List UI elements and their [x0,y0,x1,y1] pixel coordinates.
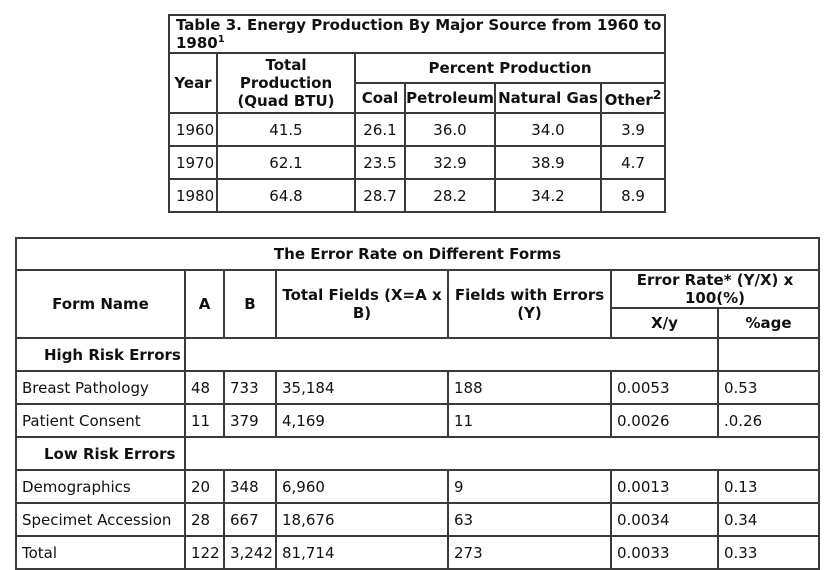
col-header-natural-gas: Natural Gas [494,82,602,114]
table-row: 1970 62.1 23.5 32.9 38.9 4.7 [168,145,667,180]
cell-percentage: 0.34 [717,502,820,537]
other-footnote-marker: 2 [652,87,662,102]
col-header-year: Year [168,52,218,114]
col-header-form-name: Form Name [15,269,186,339]
cell-xy: 0.0053 [610,370,719,405]
cell-fields-with-errors: 11 [447,403,612,438]
cell-xy: 0.0026 [610,403,719,438]
col-header-b: B [223,269,277,339]
title-footnote-marker: 1 [217,34,225,45]
cell-percentage: .0.26 [717,403,820,438]
cell-b: 379 [223,403,277,438]
section-spacer [184,337,719,372]
cell-other: 3.9 [599,112,667,147]
cell-percentage: 0.13 [717,469,820,504]
cell-b: 733 [223,370,277,405]
cell-total-fields: 4,169 [275,403,449,438]
cell-form-name: Breast Pathology [15,370,186,405]
table-row: 1960 41.5 26.1 36.0 34.0 3.9 [168,112,667,147]
cell-xy: 0.0034 [610,502,719,537]
cell-other: 8.9 [599,178,667,213]
cell-total-fields: 81,714 [275,535,449,570]
section-spacer [717,337,820,372]
cell-other: 4.7 [599,145,667,180]
table-row: Specimet Accession 28 667 18,676 63 0.00… [15,502,820,537]
cell-percentage: 0.33 [717,535,820,570]
cell-total: 41.5 [216,112,356,147]
col-header-error-rate: Error Rate* (Y/X) x 100(%) [610,269,820,309]
col-header-fields-with-errors: Fields with Errors (Y) [447,269,612,339]
cell-a: 11 [184,403,225,438]
cell-a: 20 [184,469,225,504]
cell-b: 348 [223,469,277,504]
cell-total-fields: 35,184 [275,370,449,405]
cell-petroleum: 36.0 [404,112,496,147]
error-rate-table: The Error Rate on Different Forms Form N… [15,237,820,570]
section-row: Low Risk Errors [15,436,820,471]
col-header-percent-production: Percent Production [353,52,667,84]
col-header-total-fields: Total Fields (X=A x B) [275,269,449,339]
table-title: Table 3. Energy Production By Major Sour… [167,14,667,54]
section-row: High Risk Errors [15,337,820,372]
cell-fields-with-errors: 63 [447,502,612,537]
section-header-low-risk: Low Risk Errors [15,436,186,471]
cell-total-fields: 18,676 [275,502,449,537]
cell-fields-with-errors: 273 [447,535,612,570]
cell-petroleum: 32.9 [404,145,496,180]
col-header-total-line1: Total Production [239,56,333,92]
cell-form-name: Total [15,535,186,570]
cell-form-name: Demographics [15,469,186,504]
table-row: Breast Pathology 48 733 35,184 188 0.005… [15,370,820,405]
cell-xy: 0.0033 [610,535,719,570]
cell-a: 28 [184,502,225,537]
cell-b: 667 [223,502,277,537]
cell-total: 62.1 [216,145,356,180]
col-header-coal: Coal [354,82,406,114]
cell-petroleum: 28.2 [404,178,496,213]
cell-year: 1970 [168,145,218,180]
cell-natural-gas: 34.2 [494,178,602,213]
col-header-total-line2: (Quad BTU) [237,92,335,110]
col-header-total-production: Total Production (Quad BTU) [216,52,356,114]
energy-production-table: Table 3. Energy Production By Major Sour… [167,14,667,213]
cell-a: 48 [184,370,225,405]
cell-a: 122 [184,535,225,570]
cell-coal: 23.5 [354,145,406,180]
table-row: Demographics 20 348 6,960 9 0.0013 0.13 [15,469,820,504]
cell-xy: 0.0013 [610,469,719,504]
cell-total: 64.8 [216,178,356,213]
col-header-percentage: %age [717,307,820,339]
cell-year: 1980 [168,178,218,213]
col-header-a: A [184,269,225,339]
col-header-other-text: Other [604,91,653,109]
cell-year: 1960 [168,112,218,147]
cell-b: 3,242 [223,535,277,570]
table-row: Patient Consent 11 379 4,169 11 0.0026 .… [15,403,820,438]
section-spacer [184,436,820,471]
col-header-xy: X/y [610,307,719,339]
cell-fields-with-errors: 188 [447,370,612,405]
col-header-other: Other2 [599,82,667,114]
cell-form-name: Patient Consent [15,403,186,438]
col-header-petroleum: Petroleum [404,82,496,114]
table-title: The Error Rate on Different Forms [15,237,820,271]
cell-coal: 28.7 [354,178,406,213]
cell-total-fields: 6,960 [275,469,449,504]
cell-natural-gas: 38.9 [494,145,602,180]
cell-percentage: 0.53 [717,370,820,405]
cell-fields-with-errors: 9 [447,469,612,504]
cell-coal: 26.1 [354,112,406,147]
cell-form-name: Specimet Accession [15,502,186,537]
table-row: 1980 64.8 28.7 28.2 34.2 8.9 [168,178,667,213]
table-title-text: Table 3. Energy Production By Major Sour… [176,16,662,52]
table-row-total: Total 122 3,242 81,714 273 0.0033 0.33 [15,535,820,570]
section-header-high-risk: High Risk Errors [15,337,186,372]
cell-natural-gas: 34.0 [494,112,602,147]
